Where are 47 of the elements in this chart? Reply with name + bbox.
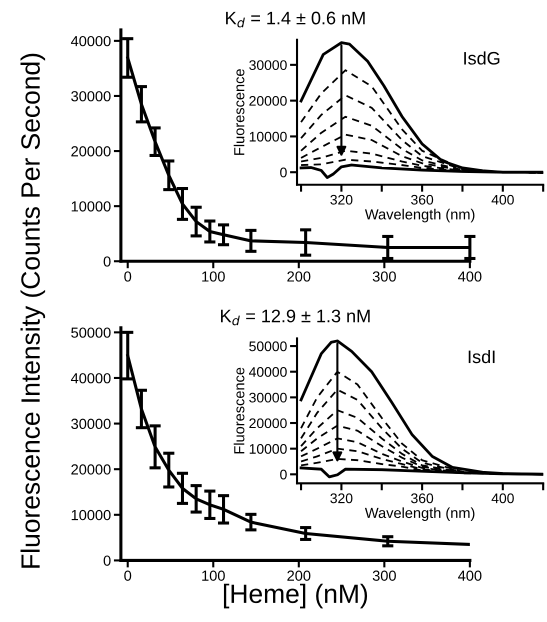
- y-tick-label: 20000: [71, 146, 111, 156]
- y-tick-label: 20000: [249, 96, 287, 106]
- x-tick-label: 0: [124, 570, 132, 581]
- x-tick-label: 400: [458, 271, 482, 282]
- x-tick-label: 400: [492, 493, 514, 504]
- y-tick-label: 40000: [70, 373, 111, 384]
- x-tick-label: 300: [372, 570, 396, 581]
- y-tick-label: 30000: [71, 418, 111, 430]
- x-tick-label: 400: [492, 194, 514, 205]
- y-tick-label: 20000: [71, 464, 111, 475]
- y-tick-label: 0: [104, 556, 111, 566]
- y-tick-label: 50000: [71, 327, 111, 338]
- x-tick-label: 320: [330, 194, 352, 205]
- x-tick-label: 100: [202, 271, 225, 282]
- y-tick-label: 30000: [249, 392, 287, 403]
- chart-title: K$_{d}$ = 1.4 ± 0.6 nM: [226, 12, 365, 28]
- y-tick-label: 10000: [250, 444, 287, 454]
- y-tick-label: 0: [280, 168, 287, 178]
- chart-title: K$_{d}$ = 12.9 ± 1.3 nM: [221, 310, 370, 326]
- y-axis-title: Fluorescence Intensity (Counts Per Second): [20, 54, 46, 568]
- annotation: IsdG: [464, 51, 500, 65]
- x-tick-label: 360: [411, 194, 434, 205]
- y-tick-label: 0: [104, 256, 111, 267]
- y-tick-label: 0: [280, 470, 287, 480]
- y-tick-label: 40000: [70, 36, 111, 46]
- y-tick-label: 30000: [71, 91, 111, 102]
- x-axis-title: Wavelength (nm): [364, 507, 474, 521]
- x-tick-label: 360: [411, 493, 434, 504]
- y-tick-label: 30000: [249, 60, 287, 70]
- y-tick-label: 50000: [249, 341, 287, 352]
- y-tick-label: 10000: [250, 132, 287, 142]
- x-tick-label: 0: [124, 271, 132, 282]
- x-tick-label: 100: [202, 570, 225, 581]
- x-tick-label: 200: [287, 570, 310, 581]
- x-tick-label: 200: [287, 271, 310, 282]
- y-tick-label: 20000: [249, 418, 287, 428]
- y-tick-label: 10000: [72, 201, 111, 212]
- x-tick-label: 400: [458, 570, 482, 581]
- y-axis-title: Fluorescence: [234, 368, 244, 454]
- x-axis-title: [Heme] (nM): [224, 584, 368, 608]
- annotation: IsdI: [468, 350, 495, 364]
- y-tick-label: 40000: [249, 367, 287, 377]
- y-axis-title: Fluorescence: [234, 69, 244, 155]
- y-tick-label: 10000: [72, 510, 111, 520]
- x-tick-label: 320: [330, 493, 352, 504]
- x-tick-label: 300: [372, 271, 396, 282]
- x-axis-title: Wavelength (nm): [364, 208, 474, 222]
